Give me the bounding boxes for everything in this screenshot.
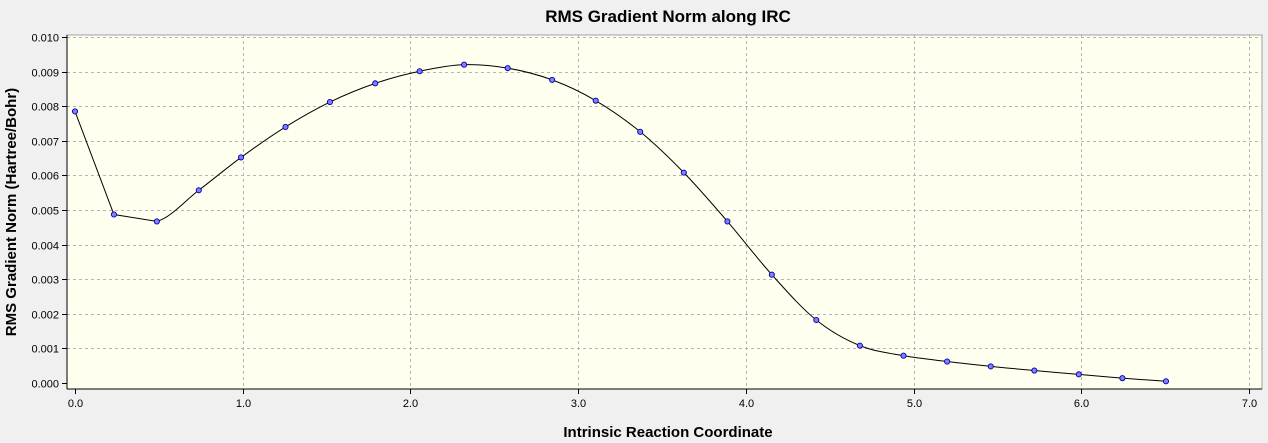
y-tick-label: 0.006: [31, 171, 59, 183]
x-tick-label: 7.0: [1242, 398, 1257, 410]
chart-title: RMS Gradient Norm along IRC: [545, 7, 791, 26]
x-tick-label: 0.0: [68, 398, 83, 410]
y-axis-label: RMS Gradient Norm (Hartree/Bohr): [3, 88, 20, 336]
x-tick-label: 5.0: [907, 398, 922, 410]
data-point[interactable]: [461, 61, 468, 68]
y-tick-label: 0.004: [31, 241, 59, 253]
y-tick-label: 0.002: [31, 310, 59, 322]
data-point[interactable]: [1162, 378, 1170, 385]
x-axis-ticks: 0.0 1.0 2.0 3.0 4.0 5.0 6.0 7.0: [68, 389, 1257, 410]
data-point[interactable]: [592, 97, 599, 104]
data-point[interactable]: [71, 108, 79, 115]
x-tick-label: 6.0: [1074, 398, 1089, 410]
data-point[interactable]: [856, 342, 863, 349]
y-tick-label: 0.005: [31, 206, 59, 218]
data-point[interactable]: [944, 358, 951, 365]
series-layer: [71, 61, 1170, 385]
data-point[interactable]: [110, 211, 117, 218]
axes: [66, 35, 1262, 390]
data-point[interactable]: [282, 123, 289, 131]
data-point[interactable]: [195, 187, 202, 194]
x-tick-label: 1.0: [236, 398, 251, 410]
data-point[interactable]: [504, 65, 511, 72]
data-point[interactable]: [724, 218, 731, 225]
data-point[interactable]: [1075, 371, 1082, 378]
data-point[interactable]: [637, 128, 644, 135]
data-point[interactable]: [987, 363, 994, 370]
data-point[interactable]: [680, 169, 687, 176]
data-point[interactable]: [416, 68, 423, 75]
data-point[interactable]: [549, 76, 556, 83]
y-tick-label: 0.008: [31, 102, 59, 114]
y-tick-label: 0.010: [31, 33, 59, 45]
y-tick-label: 0.001: [31, 344, 59, 356]
data-point[interactable]: [1031, 367, 1038, 374]
data-point[interactable]: [768, 271, 775, 278]
x-tick-label: 3.0: [571, 398, 586, 410]
x-axis-label: Intrinsic Reaction Coordinate: [563, 424, 772, 441]
y-tick-label: 0.007: [31, 137, 59, 149]
y-tick-label: 0.000: [31, 379, 59, 391]
grid-lines: [67, 35, 1262, 389]
data-point[interactable]: [900, 352, 907, 359]
data-point[interactable]: [237, 154, 245, 161]
x-tick-label: 4.0: [739, 398, 754, 410]
y-tick-label: 0.009: [31, 68, 59, 80]
data-point[interactable]: [1119, 375, 1126, 382]
data-point[interactable]: [813, 316, 820, 324]
y-axis-ticks: 0.000 0.001 0.002 0.003 0.004 0.005 0.006 0.007…: [31, 33, 67, 391]
data-point[interactable]: [153, 218, 160, 225]
x-tick-label: 2.0: [403, 398, 418, 410]
y-tick-label: 0.003: [31, 275, 59, 287]
data-point[interactable]: [326, 99, 333, 106]
data-point[interactable]: [372, 80, 379, 87]
plot-area: [66, 34, 1263, 390]
